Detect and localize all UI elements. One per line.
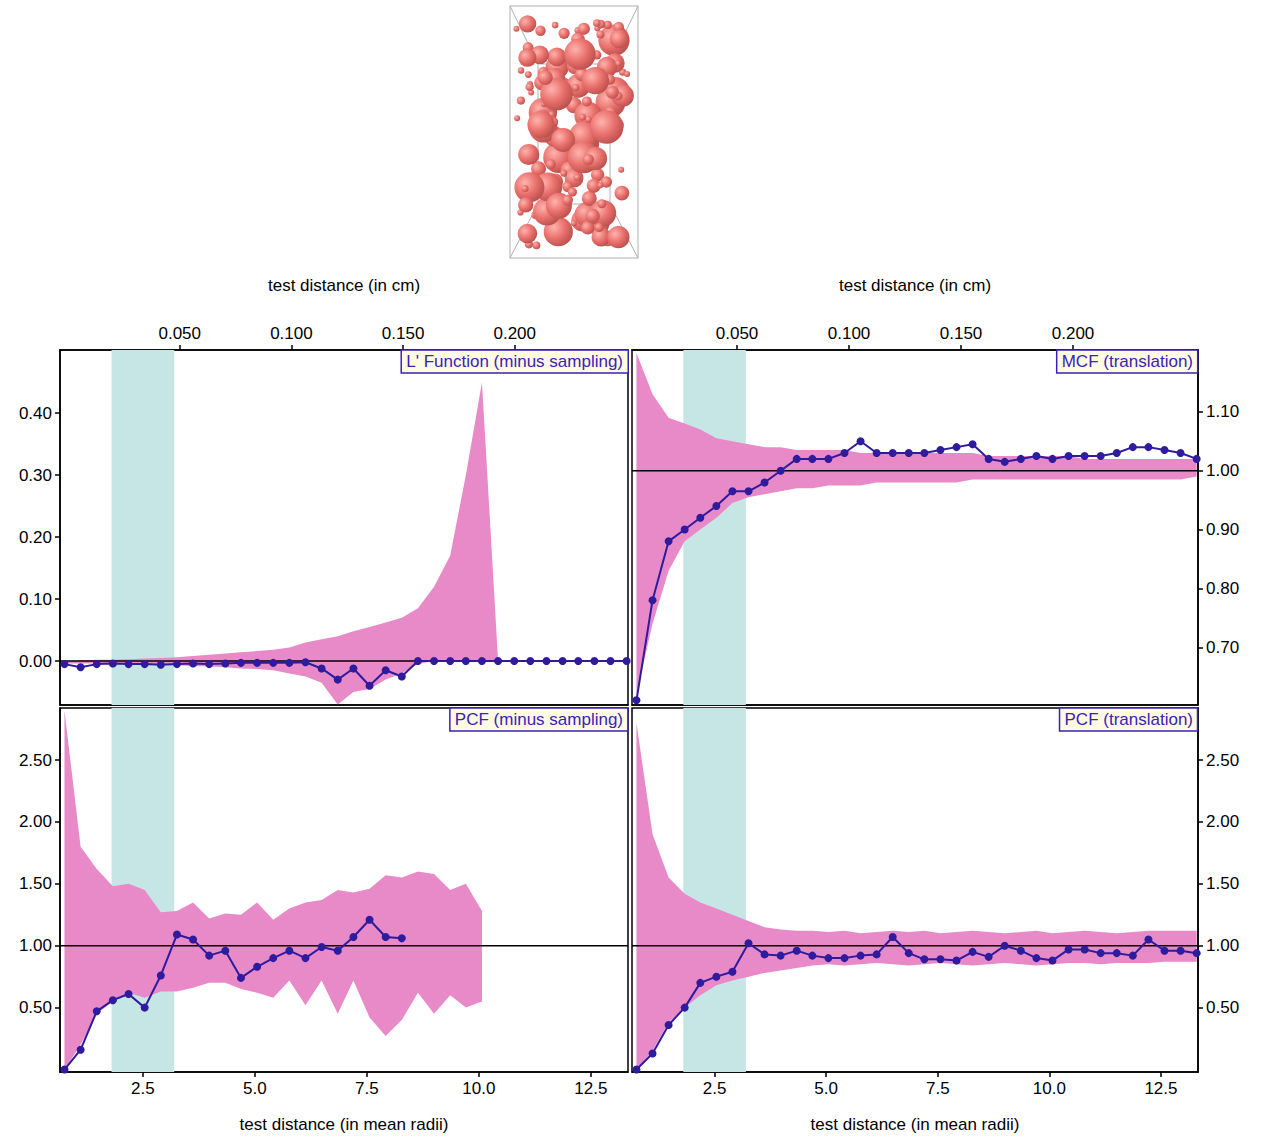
- svg-text:0.00: 0.00: [19, 652, 52, 671]
- svg-text:test distance (in mean radii): test distance (in mean radii): [240, 1115, 449, 1134]
- svg-text:1.10: 1.10: [1206, 402, 1239, 421]
- svg-text:0.20: 0.20: [19, 528, 52, 547]
- svg-text:1.00: 1.00: [1206, 936, 1239, 955]
- svg-text:0.200: 0.200: [493, 324, 536, 343]
- svg-text:0.100: 0.100: [270, 324, 313, 343]
- svg-text:L' Function (minus sampling): L' Function (minus sampling): [406, 352, 623, 371]
- svg-text:MCF (translation): MCF (translation): [1062, 352, 1193, 371]
- svg-text:0.50: 0.50: [1206, 998, 1239, 1017]
- svg-text:1.00: 1.00: [19, 936, 52, 955]
- svg-text:test distance (in cm): test distance (in cm): [839, 276, 991, 295]
- svg-text:7.5: 7.5: [355, 1079, 379, 1098]
- svg-text:0.50: 0.50: [19, 998, 52, 1017]
- svg-text:PCF (minus sampling): PCF (minus sampling): [455, 710, 623, 729]
- svg-text:1.50: 1.50: [1206, 874, 1239, 893]
- svg-text:0.100: 0.100: [828, 324, 871, 343]
- svg-text:0.200: 0.200: [1052, 324, 1095, 343]
- svg-text:12.5: 12.5: [574, 1079, 607, 1098]
- svg-text:1.00: 1.00: [1206, 461, 1239, 480]
- svg-text:5.0: 5.0: [243, 1079, 267, 1098]
- svg-text:0.70: 0.70: [1206, 638, 1239, 657]
- svg-text:test distance (in mean radii): test distance (in mean radii): [811, 1115, 1020, 1134]
- svg-text:0.050: 0.050: [158, 324, 201, 343]
- svg-text:2.50: 2.50: [1206, 751, 1239, 770]
- svg-text:2.00: 2.00: [19, 812, 52, 831]
- svg-text:2.00: 2.00: [1206, 812, 1239, 831]
- svg-text:1.50: 1.50: [19, 874, 52, 893]
- svg-text:2.50: 2.50: [19, 751, 52, 770]
- svg-text:0.30: 0.30: [19, 466, 52, 485]
- svg-text:5.0: 5.0: [814, 1079, 838, 1098]
- svg-text:test distance (in cm): test distance (in cm): [268, 276, 420, 295]
- svg-text:10.0: 10.0: [1033, 1079, 1066, 1098]
- svg-text:0.150: 0.150: [940, 324, 983, 343]
- svg-text:0.80: 0.80: [1206, 579, 1239, 598]
- svg-text:0.90: 0.90: [1206, 520, 1239, 539]
- svg-text:0.150: 0.150: [382, 324, 425, 343]
- svg-text:0.10: 0.10: [19, 590, 52, 609]
- svg-text:0.050: 0.050: [716, 324, 759, 343]
- svg-text:0.40: 0.40: [19, 404, 52, 423]
- svg-text:10.0: 10.0: [462, 1079, 495, 1098]
- svg-text:2.5: 2.5: [703, 1079, 727, 1098]
- svg-text:7.5: 7.5: [926, 1079, 950, 1098]
- svg-text:PCF (translation): PCF (translation): [1065, 710, 1193, 729]
- svg-text:12.5: 12.5: [1144, 1079, 1177, 1098]
- svg-text:2.5: 2.5: [131, 1079, 155, 1098]
